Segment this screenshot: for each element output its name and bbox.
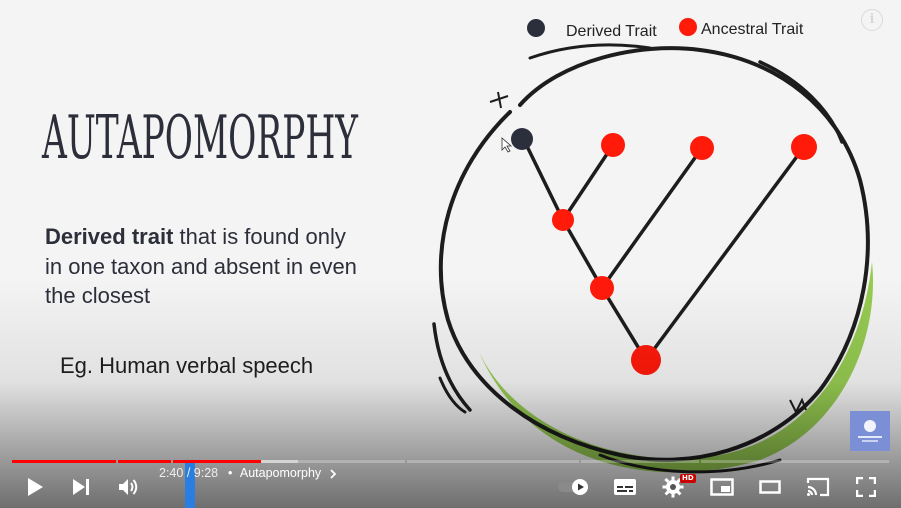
ancestral-node-tip-2 <box>690 136 714 160</box>
miniplayer-button[interactable] <box>709 466 735 508</box>
theater-mode-icon <box>759 480 781 494</box>
play-icon <box>28 478 43 496</box>
autoplay-toggle[interactable] <box>556 466 592 508</box>
time-display: 2:40 / 9:28 <box>159 466 218 508</box>
chapter-segment[interactable] <box>173 460 405 463</box>
chapter-title: Autapomorphy <box>239 466 322 480</box>
duration: 9:28 <box>193 466 219 480</box>
cast-icon <box>806 477 830 497</box>
progress-bar[interactable] <box>12 460 889 463</box>
channel-watermark[interactable] <box>850 411 890 451</box>
settings-button[interactable] <box>660 466 686 508</box>
volume-button[interactable] <box>115 466 143 508</box>
definition-bold: Derived trait <box>45 224 174 249</box>
time-separator: / <box>186 466 191 480</box>
ancestral-node-root <box>631 345 661 375</box>
scrubber-marker[interactable] <box>185 463 195 508</box>
ancestral-trait-legend-label: Ancestral Trait <box>701 21 804 38</box>
fullscreen-icon <box>856 477 876 497</box>
derived-trait-legend-dot <box>527 19 545 37</box>
chevron-right-icon <box>330 469 336 479</box>
hd-badge: HD <box>680 474 696 483</box>
volume-icon <box>119 479 138 495</box>
circle-stroke-6 <box>528 43 652 60</box>
slide-title: Autapomorphy <box>41 103 358 173</box>
definition-rest-1: that is found only <box>173 224 345 249</box>
circle-stroke-2 <box>758 60 844 144</box>
player-controls: 2:40 / 9:28 • Autapomorphy <box>0 466 901 508</box>
autoplay-toggle-icon <box>558 479 588 495</box>
ancestral-trait-legend-dot <box>679 18 697 36</box>
settings-gear-icon <box>662 476 684 498</box>
derived-trait-node <box>511 128 533 150</box>
chapter-segment[interactable] <box>12 460 116 463</box>
next-icon <box>73 479 89 495</box>
example-text: Eg. Human verbal speech <box>60 353 313 378</box>
chapter-bullet: • <box>228 466 233 480</box>
derived-trait-legend-label: Derived Trait <box>566 23 657 40</box>
definition-line-3: the closest <box>45 283 150 308</box>
ancestral-node-tip-3 <box>791 134 817 160</box>
chapter-segment[interactable] <box>581 460 699 463</box>
chapter-segment[interactable] <box>407 460 579 463</box>
chapter-segment[interactable] <box>701 460 889 463</box>
fullscreen-button[interactable] <box>853 466 879 508</box>
next-button[interactable] <box>68 466 94 508</box>
mouse-cursor-icon <box>501 137 513 153</box>
ancestral-node-inner-2 <box>590 276 614 300</box>
subtitles-icon <box>614 479 636 495</box>
scribble-mark <box>489 91 509 109</box>
definition-line-2: in one taxon and absent in even <box>45 254 357 279</box>
cast-button[interactable] <box>804 466 832 508</box>
theater-mode-button[interactable] <box>757 466 783 508</box>
subtitles-button[interactable] <box>612 466 638 508</box>
played-fill <box>173 460 261 463</box>
ancestral-node-inner-1 <box>552 209 574 231</box>
ancestral-node-tip-1 <box>601 133 625 157</box>
play-button[interactable] <box>22 466 48 508</box>
chapter-button[interactable]: • Autapomorphy <box>228 466 338 508</box>
miniplayer-icon <box>710 478 734 496</box>
definition-line-1: Derived trait that is found only <box>45 224 346 249</box>
current-time: 2:40 <box>159 466 184 480</box>
info-icon[interactable]: i <box>861 9 883 31</box>
chapter-segment[interactable] <box>118 460 171 463</box>
